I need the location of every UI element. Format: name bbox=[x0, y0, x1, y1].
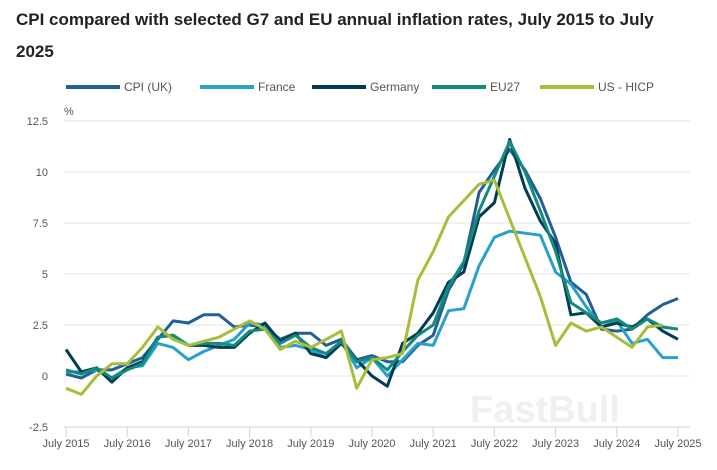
watermark-logo: FastBull bbox=[470, 389, 620, 431]
chart-title: CPI compared with selected G7 and EU ann… bbox=[16, 10, 654, 61]
series-line-cpi-uk- bbox=[65, 148, 679, 380]
y-tick-label: -2.5 bbox=[29, 422, 48, 434]
x-tick-label: July 2020 bbox=[348, 438, 395, 450]
x-tick-label: July 2025 bbox=[654, 438, 701, 450]
legend-swatch bbox=[312, 85, 366, 89]
legend-label: CPI (UK) bbox=[124, 80, 172, 94]
legend-label: EU27 bbox=[490, 80, 520, 94]
x-tick-label: July 2023 bbox=[532, 438, 579, 450]
legend-label: Germany bbox=[370, 80, 419, 94]
y-tick-label: 2.5 bbox=[33, 320, 48, 332]
y-tick-label: 12.5 bbox=[27, 116, 48, 128]
x-tick-label: July 2018 bbox=[226, 438, 273, 450]
x-tick-label: July 2024 bbox=[593, 438, 640, 450]
legend-swatch bbox=[540, 85, 594, 89]
series-line-germany bbox=[64, 137, 679, 388]
legend-swatch bbox=[432, 85, 486, 89]
y-tick-label: 10 bbox=[36, 167, 48, 179]
x-tick-label: July 2016 bbox=[104, 438, 151, 450]
x-tick-label: July 2022 bbox=[471, 438, 518, 450]
x-tick-label: July 2021 bbox=[410, 438, 457, 450]
y-axis-unit: % bbox=[64, 106, 74, 118]
x-tick-label: July 2015 bbox=[42, 438, 89, 450]
legend-label: US - HICP bbox=[598, 80, 654, 94]
x-tick-label: July 2017 bbox=[165, 438, 212, 450]
y-tick-label: 0 bbox=[42, 371, 48, 383]
x-tick-label: July 2019 bbox=[287, 438, 334, 450]
y-tick-label: 7.5 bbox=[33, 218, 48, 230]
y-tick-label: 5 bbox=[42, 269, 48, 281]
series-line-us-hicp bbox=[65, 178, 663, 396]
legend-swatch bbox=[200, 85, 254, 89]
legend-swatch bbox=[66, 85, 120, 89]
legend-label: France bbox=[258, 80, 296, 94]
